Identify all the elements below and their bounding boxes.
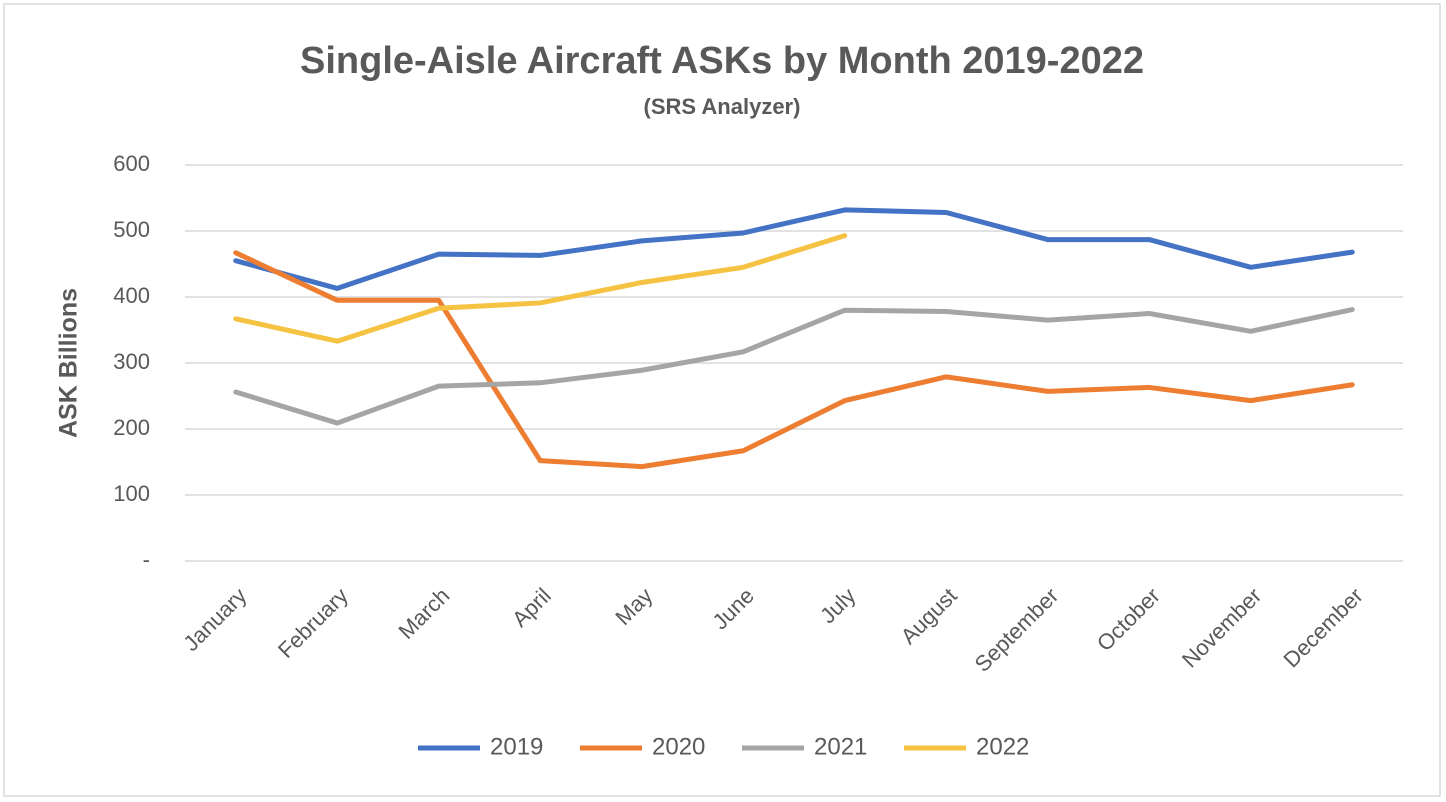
series-line xyxy=(233,233,848,344)
legend-label: 2022 xyxy=(976,733,1029,760)
y-tick-label: - xyxy=(143,547,150,572)
chart-subtitle: (SRS Analyzer) xyxy=(644,94,801,119)
y-axis-title: ASK Billions xyxy=(55,288,83,438)
series-line xyxy=(233,250,1355,470)
series-line xyxy=(233,207,1355,291)
y-tick-label: 400 xyxy=(113,283,150,308)
legend-label: 2020 xyxy=(652,733,705,760)
legend-label: 2021 xyxy=(814,733,867,760)
chart-border xyxy=(3,3,1441,797)
y-tick-label: 100 xyxy=(113,481,150,506)
y-tick-label: 200 xyxy=(113,415,150,440)
chart-title: Single-Aisle Aircraft ASKs by Month 2019… xyxy=(300,40,1144,82)
series-line xyxy=(233,307,1355,426)
y-tick-label: 300 xyxy=(113,349,150,374)
y-tick-label: 500 xyxy=(113,217,150,242)
legend-label: 2019 xyxy=(490,733,543,760)
y-tick-label: 600 xyxy=(113,151,150,176)
